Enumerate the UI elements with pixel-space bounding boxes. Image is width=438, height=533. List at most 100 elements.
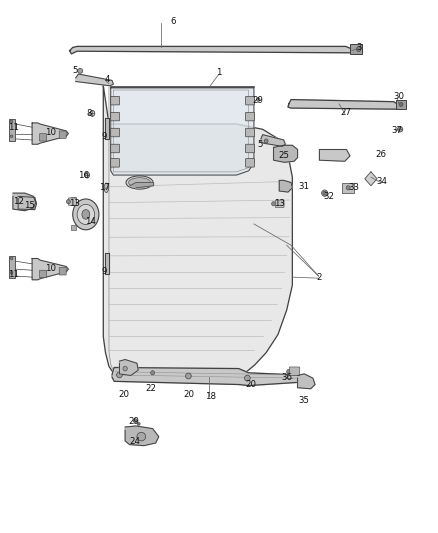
Polygon shape xyxy=(261,135,286,147)
Text: 9: 9 xyxy=(102,268,107,276)
Text: 20: 20 xyxy=(183,390,194,399)
FancyBboxPatch shape xyxy=(39,270,46,278)
Text: 20: 20 xyxy=(245,380,256,389)
Text: 8: 8 xyxy=(86,109,92,118)
Polygon shape xyxy=(111,88,254,175)
Bar xyxy=(9,256,15,278)
Ellipse shape xyxy=(85,172,89,178)
Ellipse shape xyxy=(82,209,90,219)
FancyBboxPatch shape xyxy=(246,96,254,105)
Text: 32: 32 xyxy=(324,192,335,201)
Ellipse shape xyxy=(257,98,260,101)
Ellipse shape xyxy=(321,190,328,196)
FancyBboxPatch shape xyxy=(111,144,120,153)
Text: 6: 6 xyxy=(170,18,176,27)
Ellipse shape xyxy=(117,372,122,378)
FancyBboxPatch shape xyxy=(59,131,66,139)
Polygon shape xyxy=(112,368,301,385)
Text: 11: 11 xyxy=(8,123,19,132)
Bar xyxy=(350,44,362,54)
Text: 18: 18 xyxy=(205,392,216,401)
Ellipse shape xyxy=(399,102,403,107)
Text: 16: 16 xyxy=(78,171,89,180)
Bar xyxy=(9,119,15,141)
Text: 1: 1 xyxy=(216,68,222,77)
Text: 4: 4 xyxy=(105,75,110,84)
Text: 36: 36 xyxy=(281,373,292,382)
Ellipse shape xyxy=(272,201,276,206)
Polygon shape xyxy=(288,100,399,109)
Text: 17: 17 xyxy=(99,183,110,192)
Polygon shape xyxy=(130,182,153,188)
Text: 14: 14 xyxy=(85,217,95,226)
Polygon shape xyxy=(70,46,353,54)
Ellipse shape xyxy=(244,375,250,381)
Ellipse shape xyxy=(264,139,268,143)
FancyBboxPatch shape xyxy=(111,128,120,137)
Text: 35: 35 xyxy=(299,396,310,405)
Text: 9: 9 xyxy=(102,132,107,141)
Polygon shape xyxy=(13,193,35,211)
Ellipse shape xyxy=(123,366,127,371)
Polygon shape xyxy=(120,360,138,375)
Ellipse shape xyxy=(129,177,150,187)
Ellipse shape xyxy=(126,176,153,189)
Text: 20: 20 xyxy=(118,390,129,399)
Ellipse shape xyxy=(11,271,13,274)
Text: 5: 5 xyxy=(72,67,78,75)
Polygon shape xyxy=(105,118,109,139)
Bar xyxy=(71,197,76,203)
Text: 3: 3 xyxy=(356,43,361,52)
FancyBboxPatch shape xyxy=(68,198,76,205)
Text: 13: 13 xyxy=(274,199,285,208)
FancyBboxPatch shape xyxy=(111,112,120,121)
Ellipse shape xyxy=(346,185,350,190)
Ellipse shape xyxy=(11,135,13,138)
Text: 29: 29 xyxy=(128,417,139,426)
FancyBboxPatch shape xyxy=(59,268,66,275)
Text: 22: 22 xyxy=(146,384,157,393)
Text: 12: 12 xyxy=(13,197,24,206)
Text: 29: 29 xyxy=(253,96,264,105)
FancyBboxPatch shape xyxy=(246,159,254,167)
Polygon shape xyxy=(105,253,109,274)
Polygon shape xyxy=(319,150,350,161)
Bar xyxy=(396,100,406,109)
Ellipse shape xyxy=(11,120,13,123)
Text: 15: 15 xyxy=(24,201,35,210)
Text: 10: 10 xyxy=(46,128,57,137)
Text: 26: 26 xyxy=(375,150,386,159)
Polygon shape xyxy=(32,259,68,280)
Polygon shape xyxy=(274,146,297,163)
Text: 2: 2 xyxy=(317,273,322,281)
Ellipse shape xyxy=(11,257,13,260)
FancyBboxPatch shape xyxy=(111,96,120,105)
FancyBboxPatch shape xyxy=(246,144,254,153)
Ellipse shape xyxy=(133,418,137,423)
Text: 31: 31 xyxy=(299,182,310,191)
Ellipse shape xyxy=(357,47,361,52)
Text: 24: 24 xyxy=(130,438,141,447)
Polygon shape xyxy=(76,74,113,86)
Text: 5: 5 xyxy=(258,140,263,149)
FancyBboxPatch shape xyxy=(276,200,284,207)
FancyBboxPatch shape xyxy=(39,134,46,141)
FancyBboxPatch shape xyxy=(289,367,300,375)
Ellipse shape xyxy=(323,191,326,195)
Ellipse shape xyxy=(77,204,95,224)
Text: 13: 13 xyxy=(68,199,80,208)
Ellipse shape xyxy=(90,110,95,116)
Text: 30: 30 xyxy=(393,92,404,101)
Text: 37: 37 xyxy=(392,126,403,135)
Text: 33: 33 xyxy=(348,183,359,192)
Text: 25: 25 xyxy=(278,151,289,160)
Text: 11: 11 xyxy=(8,270,19,279)
Ellipse shape xyxy=(78,68,83,73)
Text: 34: 34 xyxy=(376,177,387,186)
Polygon shape xyxy=(297,374,315,389)
Ellipse shape xyxy=(67,199,71,204)
Ellipse shape xyxy=(73,199,99,230)
Ellipse shape xyxy=(186,373,191,379)
Ellipse shape xyxy=(287,369,291,374)
Bar xyxy=(71,225,76,230)
